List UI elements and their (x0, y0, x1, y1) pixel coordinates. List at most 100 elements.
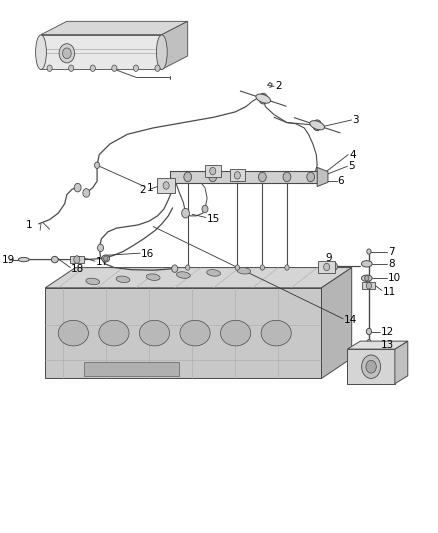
Text: 2: 2 (139, 185, 145, 195)
Text: 10: 10 (388, 273, 401, 283)
Circle shape (98, 244, 103, 252)
Circle shape (233, 172, 241, 182)
Circle shape (260, 265, 265, 270)
Circle shape (235, 265, 240, 270)
Circle shape (163, 182, 169, 189)
Text: 6: 6 (337, 176, 344, 186)
Circle shape (133, 65, 138, 71)
Ellipse shape (139, 320, 170, 346)
Ellipse shape (177, 272, 190, 278)
Ellipse shape (116, 276, 130, 282)
Ellipse shape (361, 275, 372, 281)
Text: 2: 2 (275, 82, 282, 91)
Circle shape (172, 265, 178, 272)
Circle shape (112, 65, 117, 71)
Ellipse shape (35, 35, 46, 69)
Text: 7: 7 (388, 247, 395, 256)
Polygon shape (158, 178, 175, 193)
Ellipse shape (146, 274, 160, 280)
Circle shape (209, 172, 217, 182)
Polygon shape (41, 35, 162, 69)
Ellipse shape (256, 94, 271, 103)
Circle shape (202, 205, 208, 213)
Polygon shape (162, 21, 188, 69)
Circle shape (47, 65, 52, 71)
Ellipse shape (99, 320, 129, 346)
Circle shape (95, 162, 100, 168)
Polygon shape (347, 349, 395, 384)
Ellipse shape (361, 261, 372, 267)
Polygon shape (45, 268, 352, 288)
Text: 11: 11 (383, 287, 396, 296)
Text: 19: 19 (2, 255, 15, 264)
Circle shape (182, 208, 189, 218)
Circle shape (69, 65, 74, 71)
Circle shape (210, 167, 216, 175)
Circle shape (332, 263, 337, 270)
Polygon shape (363, 282, 375, 289)
Polygon shape (205, 165, 220, 177)
Ellipse shape (58, 320, 88, 346)
Ellipse shape (18, 257, 29, 262)
Text: 4: 4 (349, 150, 356, 159)
Polygon shape (41, 21, 188, 35)
Ellipse shape (220, 320, 251, 346)
Text: 18: 18 (71, 264, 85, 273)
Circle shape (367, 249, 371, 254)
Circle shape (234, 172, 240, 179)
Text: 3: 3 (353, 115, 359, 125)
Circle shape (367, 340, 371, 345)
Circle shape (74, 256, 80, 263)
Ellipse shape (102, 255, 110, 262)
Circle shape (83, 189, 90, 197)
Polygon shape (317, 167, 328, 187)
Circle shape (259, 93, 268, 104)
Circle shape (365, 276, 369, 281)
Polygon shape (70, 256, 84, 263)
Circle shape (90, 65, 95, 71)
Ellipse shape (207, 270, 220, 276)
Text: 13: 13 (381, 340, 394, 350)
Text: 16: 16 (141, 249, 154, 259)
Text: 8: 8 (388, 259, 395, 269)
Circle shape (74, 183, 81, 192)
Circle shape (59, 44, 74, 63)
Polygon shape (318, 261, 335, 273)
Polygon shape (321, 268, 352, 378)
Polygon shape (84, 362, 179, 376)
Circle shape (366, 328, 371, 335)
Ellipse shape (310, 120, 325, 130)
Circle shape (186, 265, 190, 270)
Polygon shape (45, 288, 321, 378)
Circle shape (366, 360, 376, 373)
Ellipse shape (86, 278, 100, 285)
Polygon shape (170, 171, 317, 183)
Text: 1: 1 (147, 183, 153, 192)
Circle shape (184, 172, 191, 182)
Ellipse shape (180, 320, 210, 346)
Circle shape (155, 65, 160, 71)
Text: 5: 5 (348, 161, 355, 171)
Text: 14: 14 (344, 315, 357, 325)
Ellipse shape (261, 320, 291, 346)
Ellipse shape (51, 256, 58, 263)
Circle shape (324, 263, 330, 271)
Text: 12: 12 (381, 327, 394, 336)
Circle shape (313, 120, 321, 131)
Circle shape (362, 355, 381, 378)
Circle shape (307, 172, 314, 182)
Circle shape (285, 265, 289, 270)
Polygon shape (347, 341, 408, 349)
Circle shape (283, 172, 291, 182)
Ellipse shape (237, 268, 251, 274)
Circle shape (366, 282, 371, 289)
Circle shape (258, 172, 266, 182)
Text: 9: 9 (325, 253, 332, 263)
Text: 17: 17 (96, 257, 109, 267)
Polygon shape (395, 341, 408, 384)
Polygon shape (230, 169, 245, 181)
Text: 15: 15 (207, 214, 220, 223)
Text: 1: 1 (26, 220, 32, 230)
Ellipse shape (156, 35, 167, 69)
Circle shape (63, 48, 71, 59)
